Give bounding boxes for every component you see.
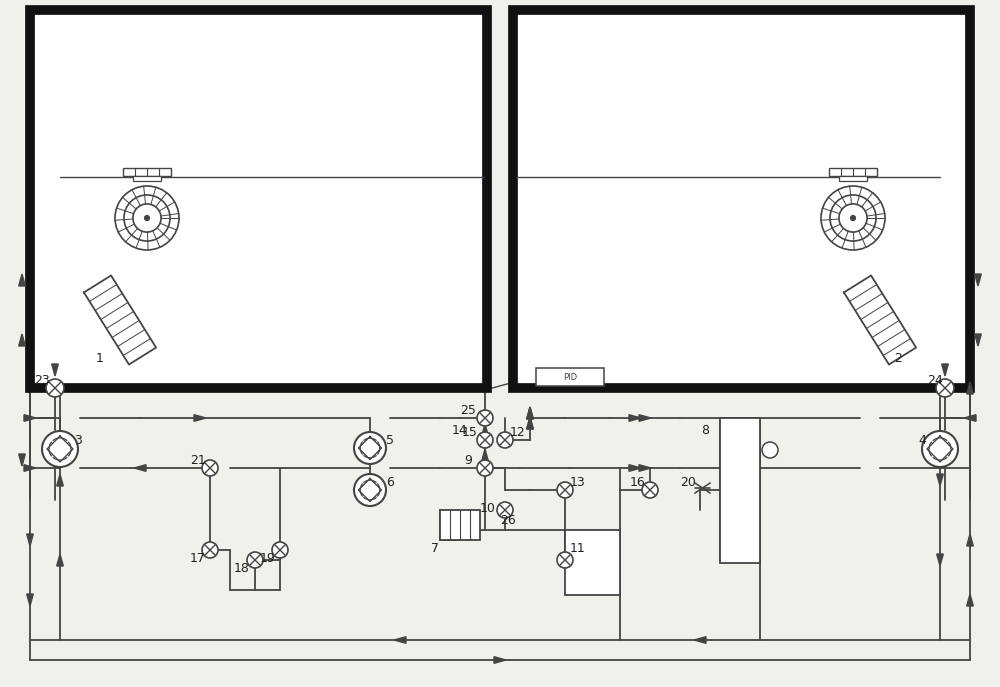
Polygon shape <box>975 334 981 346</box>
Text: 21: 21 <box>190 453 206 466</box>
Polygon shape <box>639 415 651 421</box>
Polygon shape <box>24 415 36 421</box>
Circle shape <box>477 460 493 476</box>
Polygon shape <box>19 334 25 346</box>
Polygon shape <box>527 407 533 419</box>
Polygon shape <box>937 554 943 566</box>
Polygon shape <box>27 594 33 606</box>
Circle shape <box>247 552 263 568</box>
Polygon shape <box>482 424 488 436</box>
Polygon shape <box>639 464 651 471</box>
Circle shape <box>497 432 513 448</box>
Circle shape <box>477 432 493 448</box>
Text: 24: 24 <box>927 374 943 387</box>
Circle shape <box>272 542 288 558</box>
Text: 7: 7 <box>431 541 439 554</box>
Polygon shape <box>482 449 488 461</box>
Polygon shape <box>967 594 973 606</box>
Text: 8: 8 <box>701 423 709 436</box>
Circle shape <box>202 460 218 476</box>
Circle shape <box>642 482 658 498</box>
Text: PID: PID <box>563 372 577 381</box>
Bar <box>565 530 620 595</box>
Text: 26: 26 <box>500 513 516 526</box>
Polygon shape <box>629 415 641 421</box>
Text: 15: 15 <box>462 427 478 440</box>
Circle shape <box>922 431 958 467</box>
Text: 1: 1 <box>96 352 104 365</box>
Text: 9: 9 <box>464 453 472 466</box>
Circle shape <box>46 379 64 397</box>
Polygon shape <box>52 364 58 376</box>
Polygon shape <box>134 464 146 471</box>
Polygon shape <box>194 415 206 421</box>
Circle shape <box>354 432 386 464</box>
Polygon shape <box>975 274 981 286</box>
Text: 2: 2 <box>894 352 902 365</box>
Bar <box>30 10 487 388</box>
Polygon shape <box>57 474 63 486</box>
Circle shape <box>42 431 78 467</box>
Polygon shape <box>967 382 973 394</box>
Polygon shape <box>527 407 533 419</box>
Circle shape <box>936 379 954 397</box>
Text: 4: 4 <box>918 433 926 447</box>
Circle shape <box>354 474 386 506</box>
Bar <box>839 176 867 181</box>
Polygon shape <box>24 464 36 471</box>
Circle shape <box>762 442 778 458</box>
Text: 23: 23 <box>34 374 50 387</box>
Circle shape <box>202 542 218 558</box>
Bar <box>513 10 970 388</box>
Circle shape <box>477 410 493 426</box>
Polygon shape <box>19 454 25 466</box>
Text: 14: 14 <box>452 423 468 436</box>
Circle shape <box>557 552 573 568</box>
Text: 16: 16 <box>630 475 646 488</box>
Polygon shape <box>937 474 943 486</box>
Bar <box>829 168 877 176</box>
Bar <box>123 168 171 176</box>
Bar <box>440 510 480 540</box>
Text: 6: 6 <box>386 475 394 488</box>
Polygon shape <box>27 534 33 546</box>
Text: 10: 10 <box>480 502 496 515</box>
Text: 11: 11 <box>570 541 586 554</box>
Polygon shape <box>57 554 63 566</box>
Polygon shape <box>494 657 506 664</box>
Bar <box>720 418 760 563</box>
Polygon shape <box>964 415 976 421</box>
Text: 13: 13 <box>570 475 586 488</box>
Circle shape <box>144 216 150 221</box>
Bar <box>536 368 604 386</box>
Polygon shape <box>527 417 533 429</box>
Polygon shape <box>394 637 406 643</box>
Text: 5: 5 <box>386 433 394 447</box>
Circle shape <box>850 216 856 221</box>
Text: 17: 17 <box>190 552 206 565</box>
Text: 18: 18 <box>234 561 250 574</box>
Polygon shape <box>629 464 641 471</box>
Text: 25: 25 <box>460 403 476 416</box>
Text: 12: 12 <box>510 425 526 438</box>
Circle shape <box>557 482 573 498</box>
Polygon shape <box>942 364 948 376</box>
Polygon shape <box>967 534 973 546</box>
Bar <box>133 176 161 181</box>
Text: 20: 20 <box>680 475 696 488</box>
Circle shape <box>497 502 513 518</box>
Text: 19: 19 <box>260 552 276 565</box>
Polygon shape <box>527 417 533 429</box>
Polygon shape <box>694 637 706 643</box>
Text: 3: 3 <box>74 433 82 447</box>
Polygon shape <box>19 274 25 286</box>
